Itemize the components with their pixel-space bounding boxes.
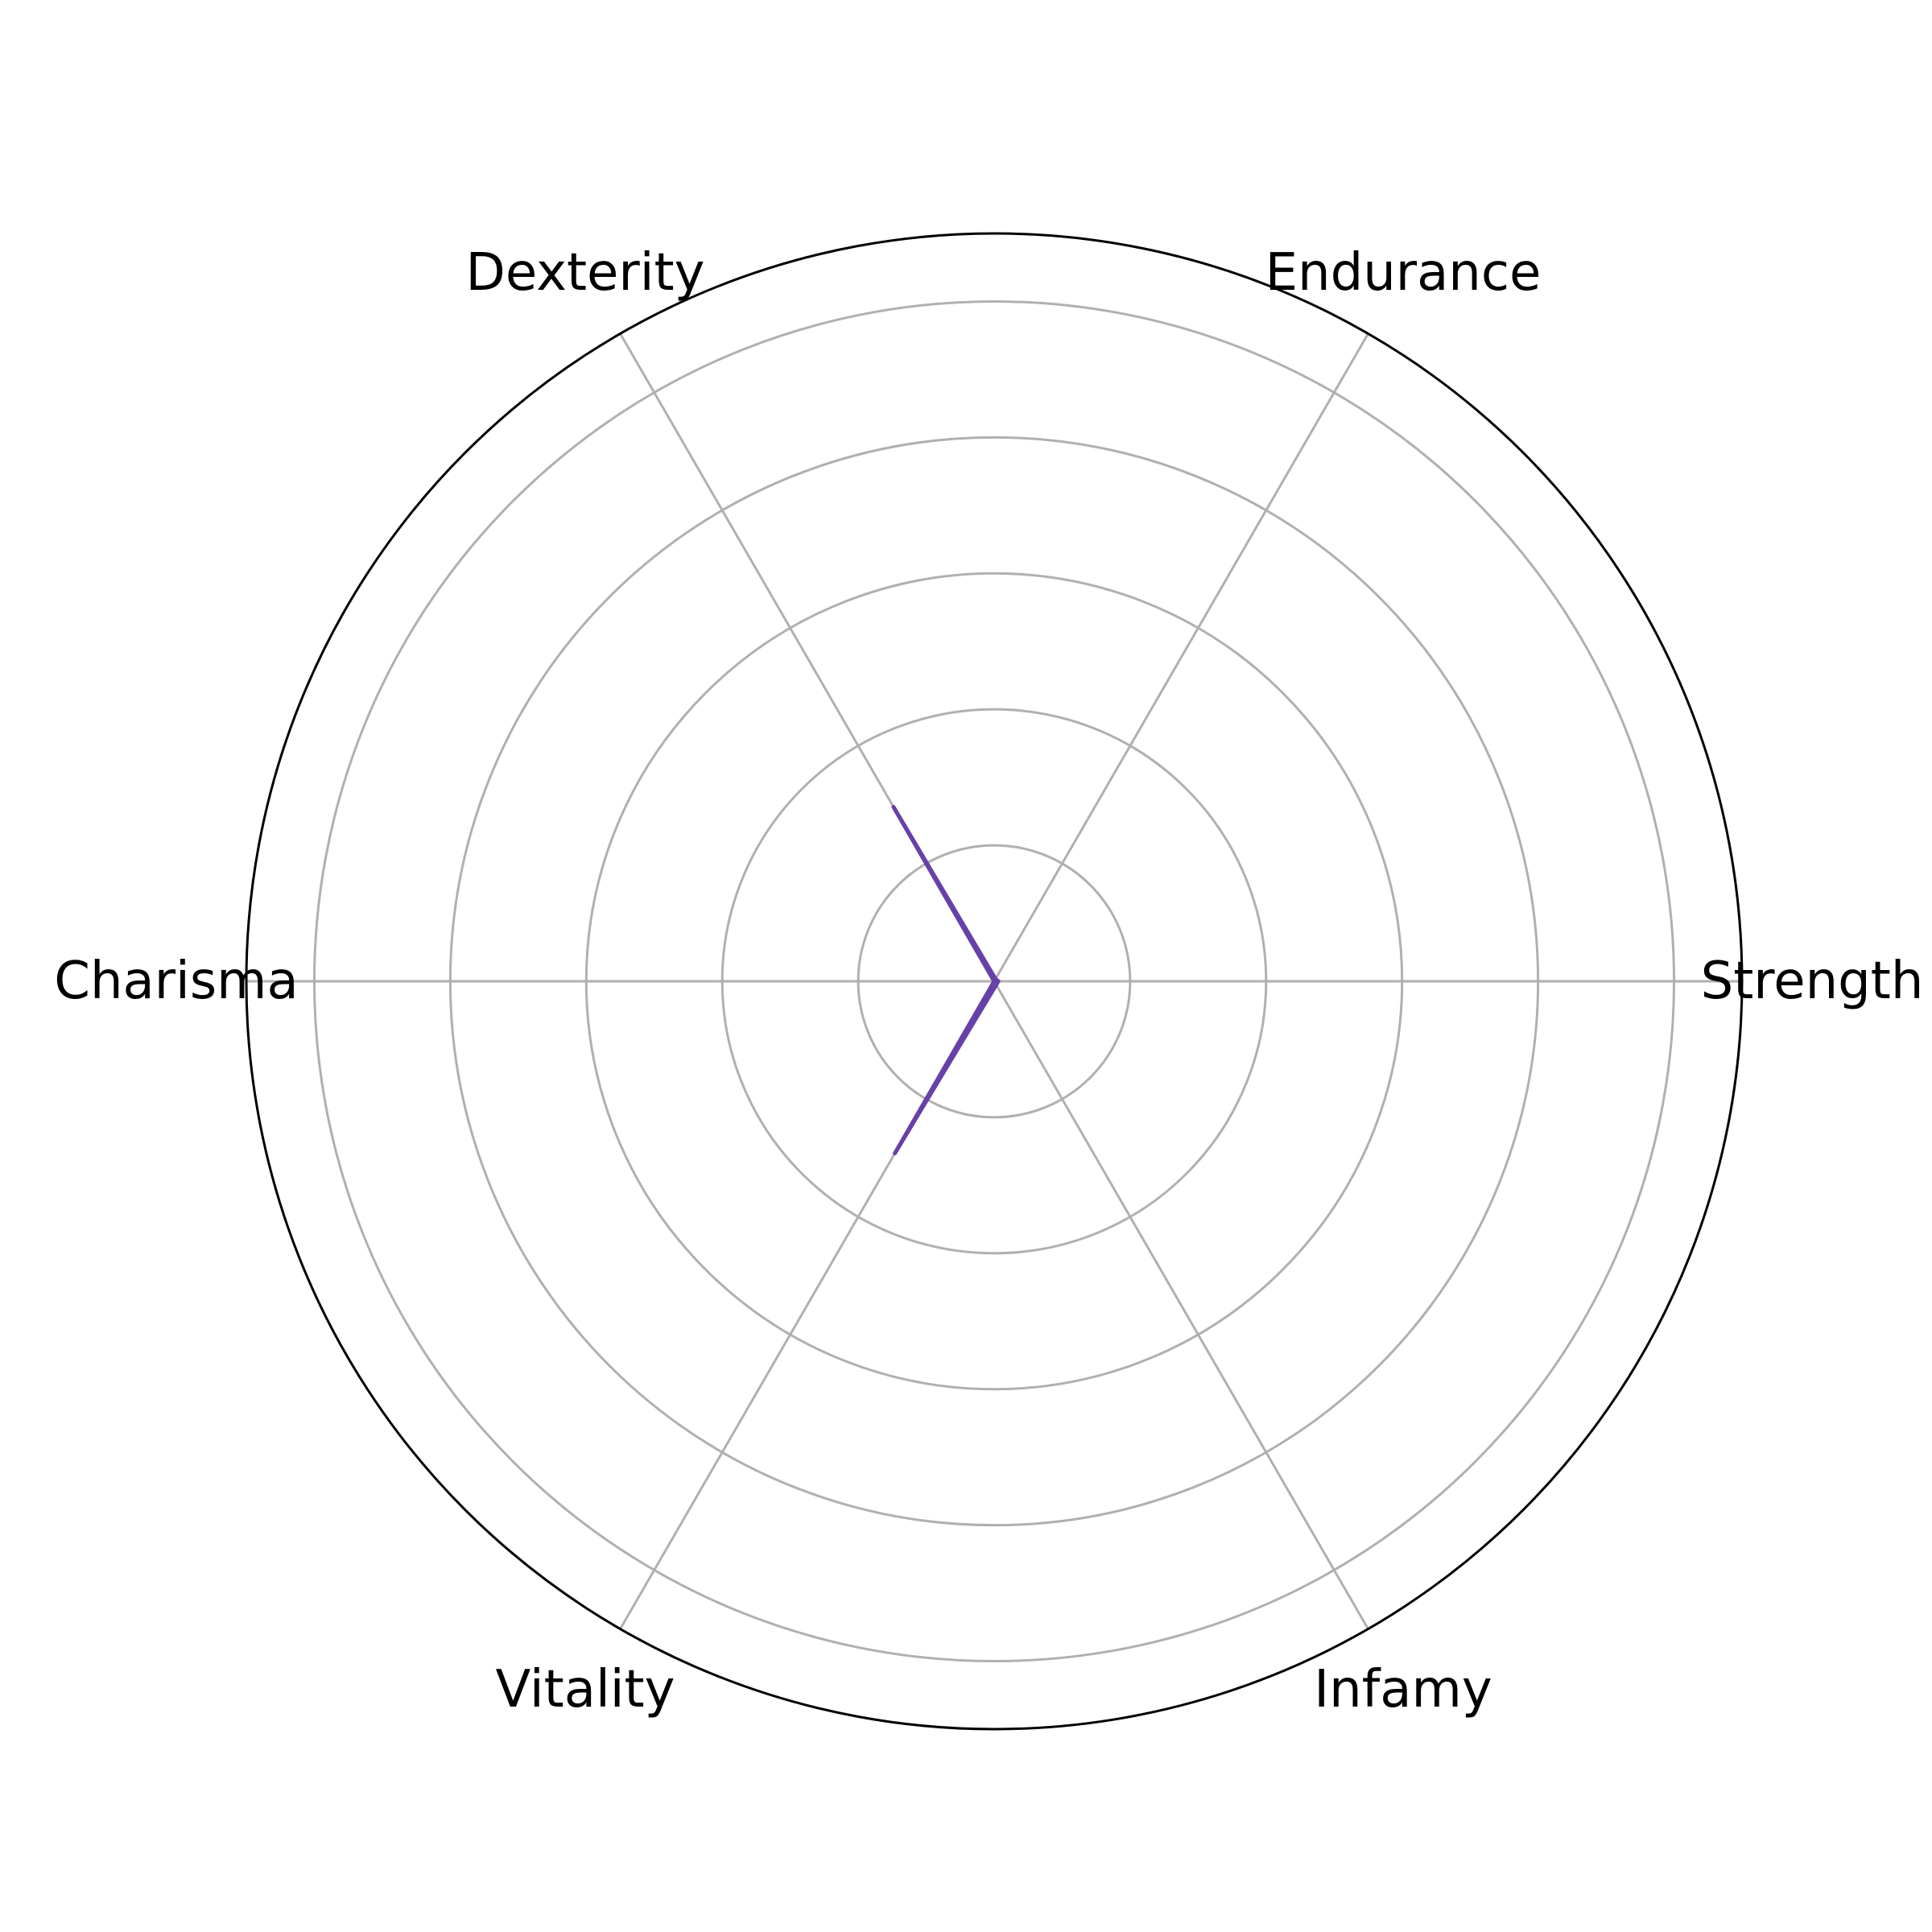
data-point-dexterity: [891, 805, 896, 810]
data-series: [891, 805, 1001, 1156]
spoke-infamy: [993, 980, 1369, 1630]
axis-label-vitality: Vitality: [496, 1660, 675, 1719]
axis-label-strength: Strength: [1701, 952, 1924, 1011]
axis-labels: Strength Endurance Dexterity Charisma Vitali…: [54, 243, 1923, 1719]
axis-label-dexterity: Dexterity: [466, 243, 705, 303]
data-point-vitality: [893, 1151, 898, 1156]
axis-label-endurance: Endurance: [1265, 243, 1542, 303]
outer-frame: [245, 232, 1744, 1731]
data-point-strength: [996, 979, 1001, 984]
radial-grid: [246, 299, 1742, 1663]
data-point-infamy: [994, 982, 999, 987]
axis-label-charisma: Charisma: [54, 952, 298, 1011]
axis-label-infamy: Infamy: [1314, 1660, 1492, 1719]
spoke-endurance: [993, 332, 1369, 982]
data-point-charisma: [992, 979, 997, 984]
